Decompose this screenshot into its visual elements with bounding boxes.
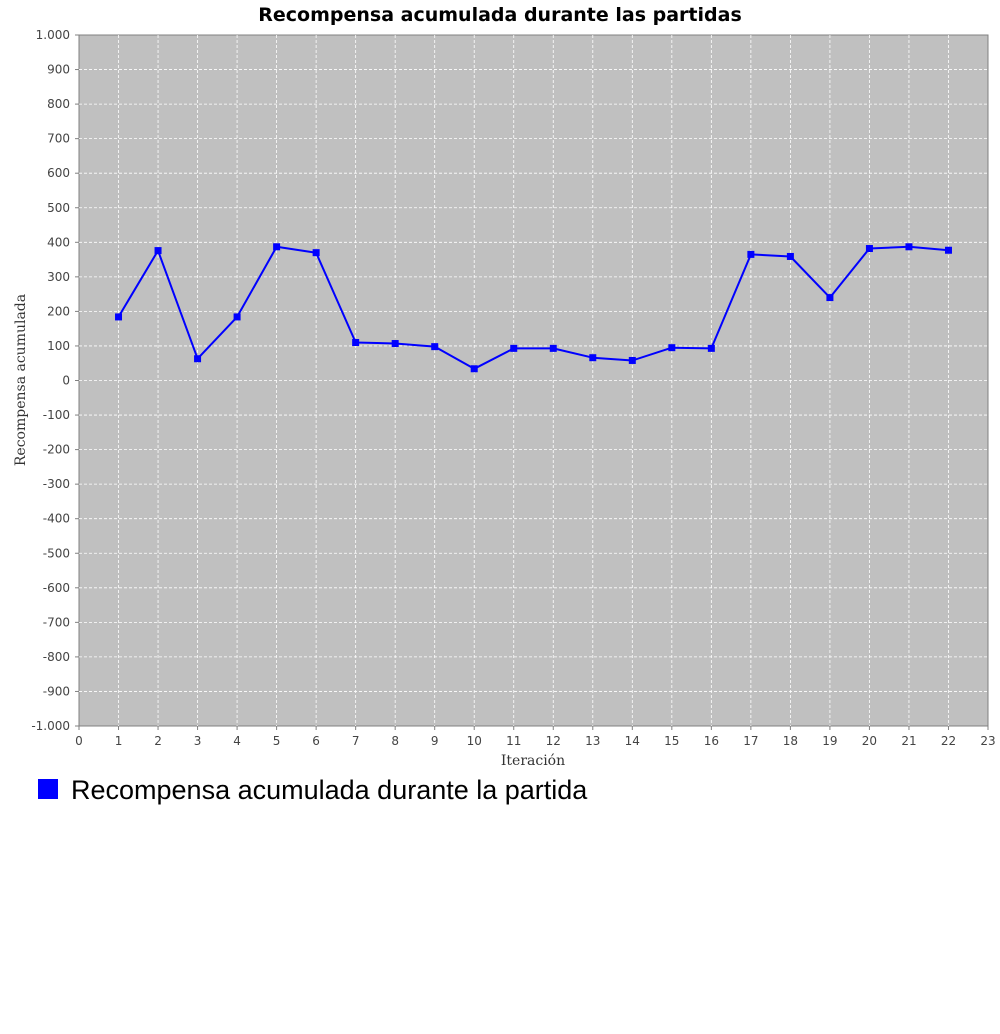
data-point [944, 246, 952, 254]
x-tick-label: 12 [546, 734, 561, 748]
y-tick-label: 400 [47, 235, 70, 249]
x-tick-label: 14 [625, 734, 640, 748]
data-point [905, 243, 913, 251]
y-tick-label: 600 [47, 166, 70, 180]
y-axis-ticks: -1.000 -900 -800 -700 -600 -500 -400 -300 -200 -1… [31, 28, 79, 733]
y-tick-label: 300 [47, 270, 70, 284]
x-tick-label: 5 [273, 734, 281, 748]
y-tick-label: -800 [43, 650, 70, 664]
x-tick-label: 18 [783, 734, 798, 748]
data-point [352, 338, 360, 346]
x-tick-label: 23 [980, 734, 995, 748]
y-tick-label: 500 [47, 201, 70, 215]
y-tick-label: 700 [47, 132, 70, 146]
data-point [826, 294, 834, 302]
x-tick-label: 7 [352, 734, 360, 748]
x-tick-label: 0 [75, 734, 83, 748]
x-tick-label: 15 [664, 734, 679, 748]
data-point [747, 250, 755, 258]
y-tick-label: -100 [43, 408, 70, 422]
x-tick-label: 6 [312, 734, 320, 748]
data-point [431, 343, 439, 351]
x-tick-label: 9 [431, 734, 439, 748]
data-point [233, 313, 241, 321]
x-tick-label: 19 [822, 734, 837, 748]
data-point [194, 355, 202, 363]
y-tick-label: -600 [43, 581, 70, 595]
legend-swatch [38, 779, 58, 799]
data-point [786, 252, 794, 260]
y-tick-label: -200 [43, 443, 70, 457]
x-axis-label: Iteración [501, 753, 565, 769]
data-point [391, 340, 399, 348]
x-tick-label: 10 [467, 734, 482, 748]
x-tick-label: 22 [941, 734, 956, 748]
y-tick-label: 100 [47, 339, 70, 353]
data-point [470, 365, 478, 373]
x-tick-label: 21 [901, 734, 916, 748]
grid-lines [79, 35, 988, 726]
x-tick-label: 3 [194, 734, 202, 748]
legend-label: Recompensa acumulada durante la partida [71, 775, 588, 805]
y-axis-label: Recompensa acumulada [13, 294, 29, 466]
data-point [707, 344, 715, 352]
x-tick-label: 11 [506, 734, 521, 748]
data-point [510, 344, 518, 352]
y-tick-label: 0 [62, 374, 70, 388]
x-tick-label: 8 [391, 734, 399, 748]
y-tick-label: 200 [47, 304, 70, 318]
data-point [668, 344, 676, 352]
y-tick-label: -700 [43, 615, 70, 629]
x-tick-label: 1 [115, 734, 123, 748]
x-tick-label: 16 [704, 734, 719, 748]
x-axis-ticks: 0 1 2 3 4 5 6 7 8 9 10 11 12 13 14 15 16 17 18 19 20 21 22 23 [75, 726, 996, 748]
y-tick-label: 800 [47, 97, 70, 111]
data-point [115, 313, 123, 321]
y-tick-label: -1.000 [31, 719, 70, 733]
data-point [273, 243, 281, 251]
x-tick-label: 2 [154, 734, 162, 748]
series-recompensa [115, 243, 952, 373]
x-tick-label: 4 [233, 734, 241, 748]
y-tick-label: -900 [43, 684, 70, 698]
y-tick-label: 900 [47, 63, 70, 77]
x-tick-label: 13 [585, 734, 600, 748]
data-point [154, 247, 162, 255]
data-point [628, 356, 636, 364]
y-tick-label: -400 [43, 512, 70, 526]
x-tick-label: 20 [862, 734, 877, 748]
legend: Recompensa acumulada durante la partida [38, 775, 588, 805]
data-point [549, 344, 557, 352]
data-point [589, 354, 597, 362]
x-tick-label: 17 [743, 734, 758, 748]
chart-title: Recompensa acumulada durante las partida… [258, 4, 742, 26]
data-point [312, 249, 320, 257]
y-tick-label: -500 [43, 546, 70, 560]
y-tick-label: -300 [43, 477, 70, 491]
data-point [865, 245, 873, 253]
series-line [117, 245, 949, 370]
y-tick-label: 1.000 [36, 28, 70, 42]
